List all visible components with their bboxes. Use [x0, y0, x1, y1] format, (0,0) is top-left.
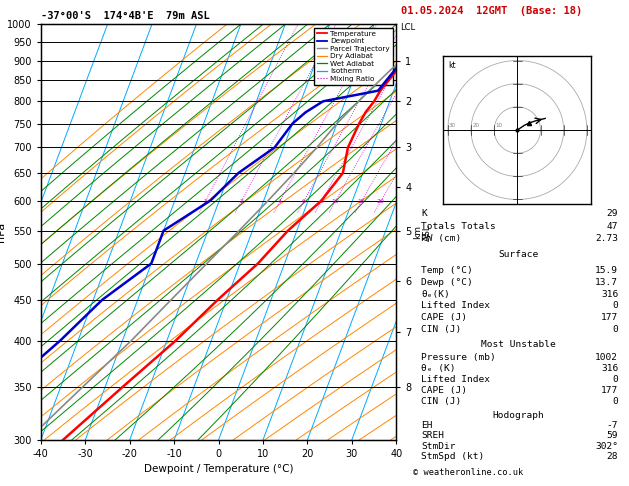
Text: Lifted Index: Lifted Index	[421, 301, 490, 310]
Text: 20: 20	[377, 199, 384, 204]
Text: 28: 28	[607, 452, 618, 461]
Y-axis label: hPa: hPa	[0, 222, 6, 242]
Text: Surface: Surface	[499, 250, 538, 259]
Text: StmSpd (kt): StmSpd (kt)	[421, 452, 484, 461]
X-axis label: Dewpoint / Temperature (°C): Dewpoint / Temperature (°C)	[144, 465, 293, 474]
Text: 20: 20	[472, 122, 479, 127]
Text: SREH: SREH	[421, 431, 444, 440]
Text: 1: 1	[203, 199, 207, 204]
Text: 0: 0	[613, 397, 618, 406]
Text: EH: EH	[421, 421, 433, 430]
Text: 177: 177	[601, 386, 618, 395]
Text: 1002: 1002	[595, 353, 618, 362]
Text: CIN (J): CIN (J)	[421, 325, 461, 333]
Text: Dewp (°C): Dewp (°C)	[421, 278, 473, 287]
Text: 302°: 302°	[595, 441, 618, 451]
Text: StmDir: StmDir	[421, 441, 455, 451]
Text: K: K	[421, 209, 427, 219]
Text: PW (cm): PW (cm)	[421, 234, 461, 243]
Text: kt: kt	[448, 61, 455, 69]
Text: Most Unstable: Most Unstable	[481, 340, 556, 349]
Text: 15.9: 15.9	[595, 266, 618, 275]
Text: 4: 4	[277, 199, 282, 204]
Text: 316: 316	[601, 290, 618, 298]
Text: 0: 0	[613, 325, 618, 333]
Text: 0: 0	[613, 301, 618, 310]
Text: CAPE (J): CAPE (J)	[421, 386, 467, 395]
Text: Temp (°C): Temp (°C)	[421, 266, 473, 275]
Text: 6: 6	[302, 199, 306, 204]
Text: Pressure (mb): Pressure (mb)	[421, 353, 496, 362]
Text: LCL: LCL	[400, 23, 415, 32]
Text: 316: 316	[601, 364, 618, 373]
Text: 2: 2	[239, 199, 243, 204]
Text: 01.05.2024  12GMT  (Base: 18): 01.05.2024 12GMT (Base: 18)	[401, 6, 582, 16]
Text: 8: 8	[319, 199, 323, 204]
Text: 0: 0	[613, 375, 618, 384]
Text: θₑ(K): θₑ(K)	[421, 290, 450, 298]
Text: Hodograph: Hodograph	[493, 411, 545, 420]
Text: 13.7: 13.7	[595, 278, 618, 287]
Text: 10: 10	[331, 199, 339, 204]
Text: CIN (J): CIN (J)	[421, 397, 461, 406]
Text: Lifted Index: Lifted Index	[421, 375, 490, 384]
Text: -37°00'S  174°4B'E  79m ASL: -37°00'S 174°4B'E 79m ASL	[41, 11, 209, 20]
Y-axis label: km
ASL: km ASL	[413, 224, 432, 241]
Text: 59: 59	[607, 431, 618, 440]
Text: θₑ (K): θₑ (K)	[421, 364, 455, 373]
Text: 15: 15	[357, 199, 365, 204]
Text: 29: 29	[607, 209, 618, 219]
Text: -7: -7	[607, 421, 618, 430]
Text: CAPE (J): CAPE (J)	[421, 313, 467, 322]
Text: 177: 177	[601, 313, 618, 322]
Text: 2.73: 2.73	[595, 234, 618, 243]
Text: 30: 30	[449, 122, 456, 127]
Text: 10: 10	[496, 122, 503, 127]
Text: 47: 47	[607, 222, 618, 231]
Text: © weatheronline.co.uk: © weatheronline.co.uk	[413, 468, 523, 477]
Text: Totals Totals: Totals Totals	[421, 222, 496, 231]
Legend: Temperature, Dewpoint, Parcel Trajectory, Dry Adiabat, Wet Adiabat, Isotherm, Mi: Temperature, Dewpoint, Parcel Trajectory…	[314, 28, 392, 85]
